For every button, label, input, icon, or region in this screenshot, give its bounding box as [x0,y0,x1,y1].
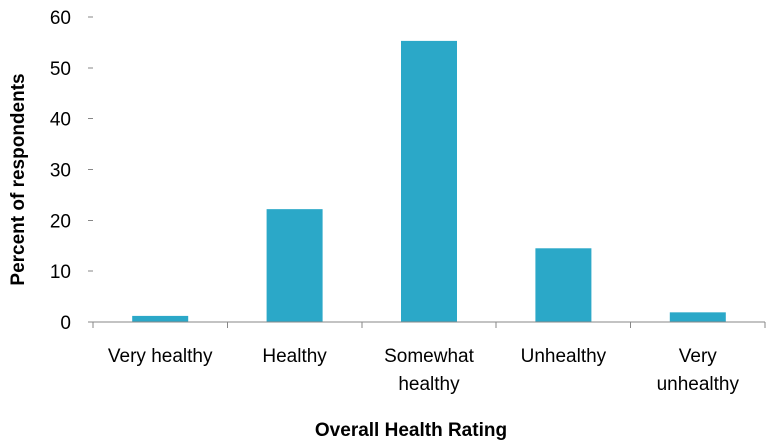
bar-healthy [266,209,323,322]
bars [132,40,726,322]
y-tick-label: 50 [50,59,71,80]
x-axis-title: Overall Health Rating [315,420,507,441]
y-axis-title: Percent of respondents [8,73,29,285]
bar-unhealthy [535,248,592,322]
y-tick-label: 40 [50,110,71,131]
x-tick-label-line: Very healthy [108,346,213,367]
y-tick-label: 10 [50,262,71,283]
x-tick-label-line: unhealthy [657,374,740,395]
x-tick-label-line: Very [679,346,718,367]
y-tick-label: 60 [50,8,71,29]
x-tick-label: Unhealthy [521,346,607,367]
bar-very-healthy [132,315,189,322]
x-axis-tick-labels: Very healthy Healthy Somewhat healthy Unheal… [108,346,740,395]
y-tick-label: 20 [50,211,71,232]
x-tick-label: Healthy [262,346,327,367]
x-tick-label-line: Unhealthy [521,346,607,367]
x-axis-ticks [92,322,766,328]
x-tick-label: Somewhat healthy [384,346,474,395]
x-tick-label-line: healthy [398,374,460,395]
y-axis-ticks: 0 10 20 30 40 50 60 [50,8,93,334]
bar-somewhat-healthy [401,40,457,322]
x-tick-label-line: Healthy [262,346,327,367]
y-tick-label: 0 [60,313,71,334]
bar-very-unhealthy [669,312,726,322]
x-tick-label-line: Somewhat [384,346,474,367]
x-tick-label: Very unhealthy [657,346,740,395]
y-tick-label: 30 [50,161,71,182]
x-tick-label: Very healthy [108,346,213,367]
